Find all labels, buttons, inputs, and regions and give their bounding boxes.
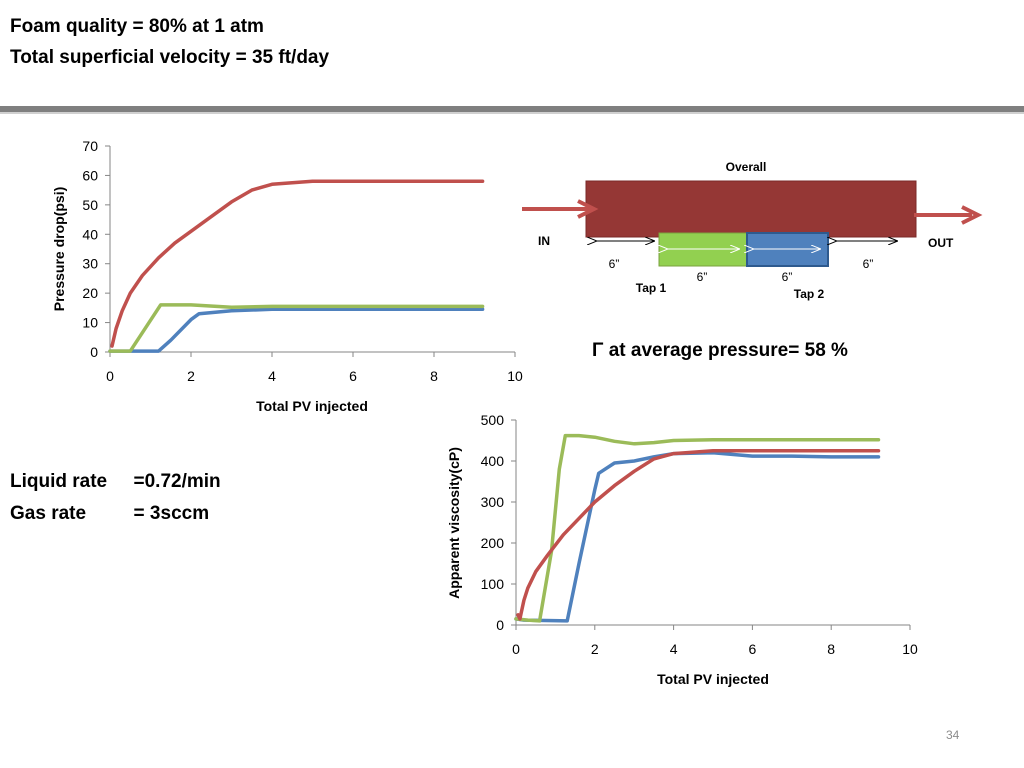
c2-y-tick-label: 0 (496, 617, 504, 633)
chart1-ticks: 0 10 20 30 40 50 60 70 0 2 4 6 8 10 (82, 138, 523, 384)
inlet-arrow-icon (577, 199, 599, 219)
core-diagram: Overall IN OUT 6” 6” 6” 6” Tap 1 Tap 2 (522, 160, 983, 301)
right-length-label: 6” (863, 257, 874, 271)
c1-y-tick-label: 30 (82, 256, 98, 272)
c1-x-tick-label: 10 (507, 368, 523, 384)
c2-x-tick-label: 0 (512, 641, 520, 657)
tap-2-label: Tap 2 (794, 287, 825, 301)
c2-x-tick-label: 4 (670, 641, 678, 657)
c2-series-line-1 (514, 433, 881, 623)
chart1-y-label: Pressure drop(psi) (51, 187, 67, 311)
chart2-x-label: Total PV injected (657, 671, 769, 687)
c2-x-tick-label: 10 (902, 641, 918, 657)
title-divider-shadow (0, 112, 1024, 114)
chart2-ticks: 0 100 200 300 400 500 0 2 4 6 8 10 (481, 412, 918, 657)
c2-series-line-0 (514, 451, 881, 623)
c1-x-tick-label: 6 (349, 368, 357, 384)
core-body (585, 180, 917, 238)
chart1-series (108, 179, 485, 353)
gas-rate-note: Gas rate = 3sccm (10, 503, 210, 524)
c2-series-line-2 (516, 449, 881, 621)
tap-1-length-label: 6” (697, 270, 708, 284)
chart2-y-label: Apparent viscosity(cP) (446, 447, 462, 599)
liquid-rate-note: Liquid rate =0.72/min (10, 471, 221, 492)
c1-x-tick-label: 8 (430, 368, 438, 384)
overall-label: Overall (726, 160, 767, 174)
page-number: 34 (946, 728, 960, 742)
c1-series-line-0 (108, 307, 485, 353)
chart2-series (514, 433, 881, 623)
tap-1-label: Tap 1 (636, 281, 667, 295)
c1-y-tick-label: 0 (90, 344, 98, 360)
gamma-note: Γ at average pressure= 58 % (592, 340, 848, 361)
c1-y-tick-label: 10 (82, 315, 98, 331)
c1-y-tick-label: 40 (82, 226, 98, 242)
c1-y-tick-label: 20 (82, 285, 98, 301)
c2-x-tick-label: 2 (591, 641, 599, 657)
tap-2-length-label: 6” (782, 270, 793, 284)
c1-x-tick-label: 0 (106, 368, 114, 384)
out-label: OUT (928, 236, 954, 250)
chart1-x-label: Total PV injected (256, 398, 368, 414)
c1-y-tick-label: 70 (82, 138, 98, 154)
pressure-drop-chart: 0 10 20 30 40 50 60 70 0 2 4 6 8 10 Total PV injected… (51, 138, 523, 414)
c2-y-tick-label: 400 (481, 453, 505, 469)
left-length-label: 6” (609, 257, 620, 271)
c1-x-tick-label: 2 (187, 368, 195, 384)
c2-y-tick-label: 100 (481, 576, 505, 592)
slide-title-line-2: Total superficial velocity = 35 ft/day (10, 47, 330, 68)
title-divider (0, 106, 1024, 112)
apparent-viscosity-chart: 0 100 200 300 400 500 0 2 4 6 8 10 Total PV injecte… (446, 412, 918, 687)
c2-y-tick-label: 300 (481, 494, 505, 510)
c1-series-line-1 (108, 303, 485, 353)
c2-x-tick-label: 6 (749, 641, 757, 657)
c2-y-tick-label: 500 (481, 412, 505, 428)
c2-y-tick-label: 200 (481, 535, 505, 551)
c1-y-tick-label: 60 (82, 167, 98, 183)
c1-series-line-2 (110, 179, 485, 348)
c2-x-tick-label: 8 (827, 641, 835, 657)
c1-y-tick-label: 50 (82, 197, 98, 213)
slide-title-line-1: Foam quality = 80% at 1 atm (10, 16, 264, 37)
c1-x-tick-label: 4 (268, 368, 276, 384)
outlet-arrow-icon (961, 205, 983, 225)
in-label: IN (538, 234, 550, 248)
